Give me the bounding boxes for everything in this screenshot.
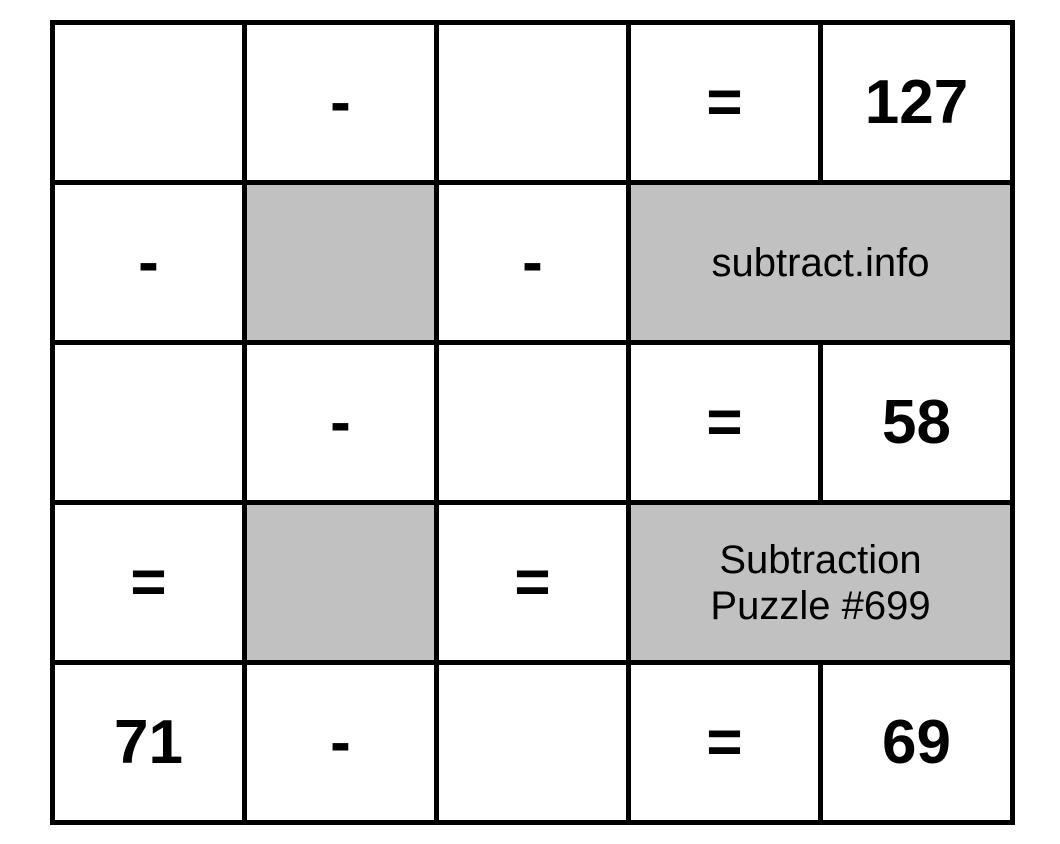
cell-r4c1-op: - bbox=[245, 663, 437, 823]
subtraction-puzzle-grid: - = 127 - - subtract.info - = 58 = = bbox=[50, 20, 1015, 825]
cell-r3-info: Subtraction Puzzle #699 bbox=[629, 503, 1013, 663]
equals-icon: = bbox=[706, 708, 742, 777]
value: 69 bbox=[882, 708, 951, 777]
cell-r1-info: subtract.info bbox=[629, 183, 1013, 343]
row-4: 71 - = 69 bbox=[53, 663, 1013, 823]
row-3: = = Subtraction Puzzle #699 bbox=[53, 503, 1013, 663]
value: 58 bbox=[882, 388, 951, 457]
equals-icon: = bbox=[130, 548, 166, 617]
value: 71 bbox=[114, 708, 183, 777]
cell-r1c1-shaded bbox=[245, 183, 437, 343]
cell-r0c4-result: 127 bbox=[821, 23, 1013, 183]
cell-r4c3-op: = bbox=[629, 663, 821, 823]
cell-r0c0-blank[interactable] bbox=[53, 23, 245, 183]
cell-r2c4-result: 58 bbox=[821, 343, 1013, 503]
minus-icon: - bbox=[138, 228, 159, 297]
minus-icon: - bbox=[330, 708, 351, 777]
cell-r0c1-op: - bbox=[245, 23, 437, 183]
equals-icon: = bbox=[706, 68, 742, 137]
cell-r2c3-op: = bbox=[629, 343, 821, 503]
cell-r4c4-result: 69 bbox=[821, 663, 1013, 823]
cell-r1c0-op: - bbox=[53, 183, 245, 343]
puzzle-title-line2: Puzzle #699 bbox=[631, 583, 1010, 629]
minus-icon: - bbox=[330, 388, 351, 457]
minus-icon: - bbox=[330, 68, 351, 137]
row-0: - = 127 bbox=[53, 23, 1013, 183]
cell-r3c0-op: = bbox=[53, 503, 245, 663]
cell-r0c3-op: = bbox=[629, 23, 821, 183]
row-2: - = 58 bbox=[53, 343, 1013, 503]
cell-r0c2-blank[interactable] bbox=[437, 23, 629, 183]
cell-r2c2-blank[interactable] bbox=[437, 343, 629, 503]
cell-r3c1-shaded bbox=[245, 503, 437, 663]
equals-icon: = bbox=[706, 388, 742, 457]
cell-r4c0-given: 71 bbox=[53, 663, 245, 823]
row-1: - - subtract.info bbox=[53, 183, 1013, 343]
cell-r4c2-blank[interactable] bbox=[437, 663, 629, 823]
value: 127 bbox=[865, 68, 968, 137]
equals-icon: = bbox=[514, 548, 550, 617]
cell-r2c0-blank[interactable] bbox=[53, 343, 245, 503]
cell-r3c2-op: = bbox=[437, 503, 629, 663]
site-label: subtract.info bbox=[712, 241, 930, 285]
minus-icon: - bbox=[522, 228, 543, 297]
cell-r2c1-op: - bbox=[245, 343, 437, 503]
puzzle-title-line1: Subtraction bbox=[631, 537, 1010, 583]
cell-r1c2-op: - bbox=[437, 183, 629, 343]
